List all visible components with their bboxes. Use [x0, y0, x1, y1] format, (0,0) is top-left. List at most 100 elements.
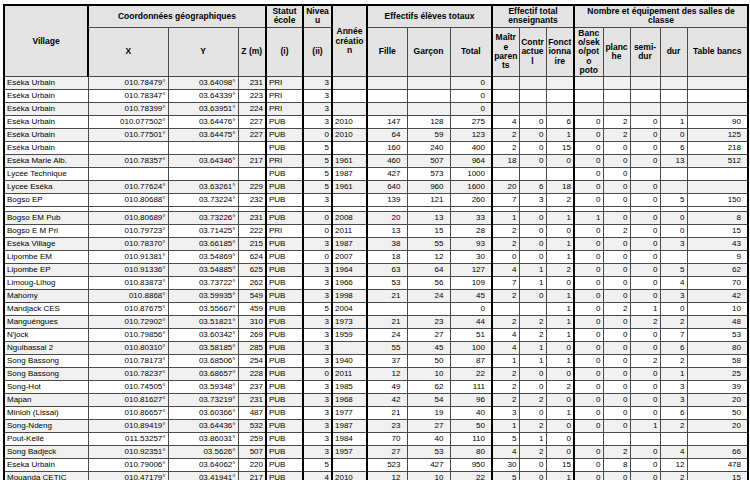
cell-fonctionnaire: 0	[546, 433, 574, 446]
table-row: Limoug-Lihog010.83873°03.73722°262PUB319…	[4, 277, 748, 290]
cell-total: 964	[450, 155, 492, 168]
col-header-maitre-parents: Maître parents	[492, 27, 519, 77]
cell-z: 217	[238, 472, 266, 480]
cell-garcon: 427	[407, 459, 450, 472]
cell-banco: 1	[574, 212, 603, 225]
cell-x: 011.53257°	[88, 433, 168, 446]
cell-niveau: 3	[303, 420, 332, 433]
cell-contractuel: 2	[519, 329, 546, 342]
cell-dur: 0	[660, 303, 687, 316]
cell-fonctionnaire: 1	[546, 472, 574, 480]
cell-x: 010.78370°	[88, 238, 168, 251]
cell-statut: PRI	[266, 77, 303, 90]
cell-fille: 21	[367, 316, 407, 329]
cell-village: Eséka Village	[4, 238, 88, 251]
cell-y: 03.58185°	[168, 342, 238, 355]
cell-niveau: 3	[303, 77, 332, 90]
cell-x: 010.92351°	[88, 446, 168, 459]
cell-y: 03.54885°	[168, 264, 238, 277]
cell-maitre: 4	[492, 116, 519, 129]
cell-contractuel: 2	[519, 420, 546, 433]
cell-dur: 5	[660, 194, 687, 207]
cell-total: 400	[450, 142, 492, 155]
cell-y: 03.68657°	[168, 368, 238, 381]
cell-z: 227	[238, 129, 266, 142]
cell-x: 010.87675°	[88, 303, 168, 316]
table-row: Eséka Urbain010.78479°03.64098°231PRI30	[4, 77, 748, 90]
table-row: Mandjack CES010.87675°03.55667°459PUB520…	[4, 303, 748, 316]
table-row: Eséka Urbain010.77501°03.64475°227PUB020…	[4, 129, 748, 142]
cell-z: 222	[238, 225, 266, 238]
cell-garcon: 121	[407, 194, 450, 207]
table-row: Eseka Urbain010.79006°03.64062°220PUB552…	[4, 459, 748, 472]
cell-village: Eséka Urbain	[4, 77, 88, 90]
cell-maitre: 7	[492, 194, 519, 207]
table-row: Song Bassong010.78173°03.68506°254PUB319…	[4, 355, 748, 368]
cell-garcon: 128	[407, 116, 450, 129]
cell-statut: PUB	[266, 472, 303, 480]
cell-niveau: 3	[303, 381, 332, 394]
cell-y: 03.66185°	[168, 238, 238, 251]
table-row: Lipombe EM010.91381°03.54869°624PUB02007…	[4, 251, 748, 264]
cell-total: 30	[450, 251, 492, 264]
cell-semi-dur: 0	[630, 459, 660, 472]
cell-niveau: 3	[303, 194, 332, 207]
cell-planche: 0	[603, 420, 630, 433]
cell-fille: 70	[367, 433, 407, 446]
cell-y: 03.55667°	[168, 303, 238, 316]
table-row: Bogso EP010.80688°03.73224°232PUB3139121…	[4, 194, 748, 207]
cell-statut: PUB	[266, 116, 303, 129]
cell-y	[168, 142, 238, 155]
cell-statut: PUB	[266, 433, 303, 446]
cell-semi-dur	[630, 433, 660, 446]
cell-niveau: 5	[303, 155, 332, 168]
cell-maitre: 18	[492, 155, 519, 168]
cell-banco: 0	[574, 381, 603, 394]
cell-banco: 0	[574, 290, 603, 303]
table-row: Mouanda CETIC010.47179°03.41941°217PUB42…	[4, 472, 748, 480]
cell-contractuel: 2	[519, 316, 546, 329]
cell-table-bancs: 50	[687, 407, 748, 420]
cell-total: 260	[450, 194, 492, 207]
cell-fille: 12	[367, 472, 407, 480]
cell-semi-dur: 0	[630, 368, 660, 381]
cell-fonctionnaire: 1	[546, 303, 574, 316]
cell-fille: 147	[367, 116, 407, 129]
cell-contractuel: 0	[519, 407, 546, 420]
cell-contractuel: 0	[519, 212, 546, 225]
cell-fonctionnaire	[546, 168, 574, 181]
cell-statut: PUB	[266, 264, 303, 277]
cell-x: 010.79723°	[88, 225, 168, 238]
cell-contractuel: 1	[519, 433, 546, 446]
cell-total: 45	[450, 290, 492, 303]
cell-z: 220	[238, 459, 266, 472]
cell-total: 87	[450, 355, 492, 368]
cell-total: 275	[450, 116, 492, 129]
cell-statut: PRI	[266, 155, 303, 168]
cell-annee: 1968	[332, 394, 367, 407]
cell-semi-dur: 0	[630, 225, 660, 238]
cell-village: Lipombe EM	[4, 251, 88, 264]
cell-fonctionnaire: 0	[546, 368, 574, 381]
col-group-coordinates: Coordonnées géographiques	[88, 5, 266, 27]
cell-planche: 0	[603, 329, 630, 342]
cell-garcon: 24	[407, 290, 450, 303]
cell-fille: 523	[367, 459, 407, 472]
cell-annee: 2010	[332, 116, 367, 129]
cell-dur: 4	[660, 277, 687, 290]
cell-statut: PUB	[266, 407, 303, 420]
cell-total: 33	[450, 212, 492, 225]
cell-z	[238, 142, 266, 155]
cell-fille: 139	[367, 194, 407, 207]
cell-annee: 1959	[332, 329, 367, 342]
cell-village: Nguibassal 2	[4, 342, 88, 355]
cell-total: 22	[450, 472, 492, 480]
cell-fille	[367, 90, 407, 103]
cell-statut: PUB	[266, 290, 303, 303]
cell-maitre: 2	[492, 290, 519, 303]
cell-x: 010.78479°	[88, 77, 168, 90]
cell-z: 224	[238, 103, 266, 116]
cell-niveau: 3	[303, 355, 332, 368]
cell-fille: 20	[367, 212, 407, 225]
cell-z: 259	[238, 433, 266, 446]
